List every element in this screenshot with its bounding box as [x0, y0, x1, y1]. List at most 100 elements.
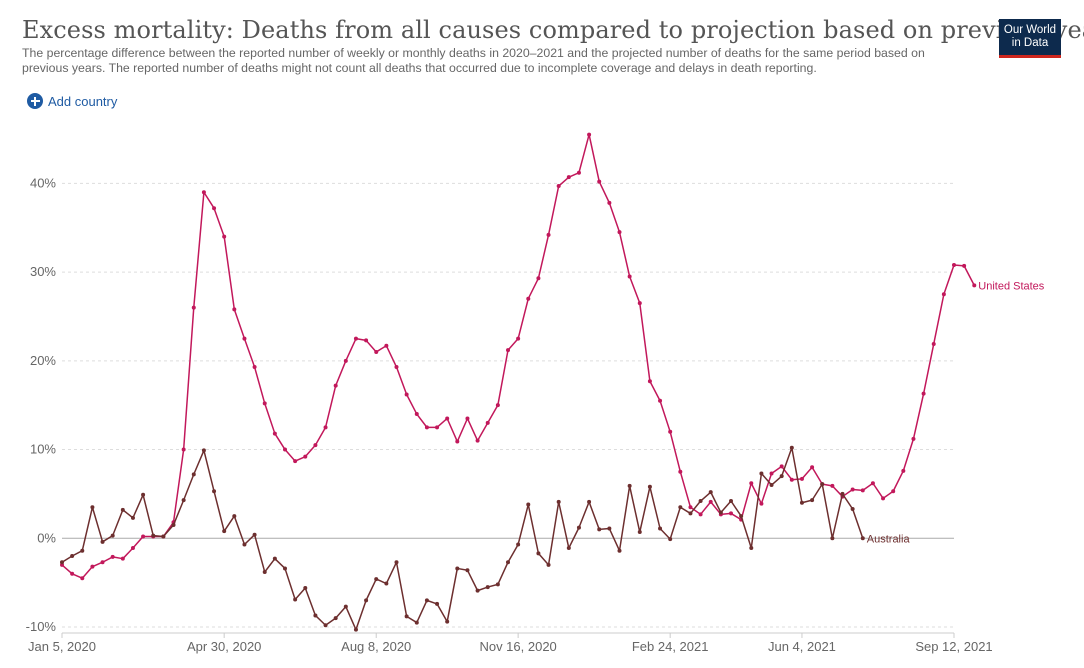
data-point-united-states[interactable] [597, 179, 602, 184]
data-point-australia[interactable] [475, 588, 480, 593]
data-point-united-states[interactable] [678, 469, 683, 474]
data-point-australia[interactable] [587, 499, 592, 504]
series-line-united-states[interactable] [61, 133, 975, 579]
data-point-australia[interactable] [556, 499, 561, 504]
data-point-united-states[interactable] [911, 436, 916, 441]
data-point-australia[interactable] [597, 527, 602, 532]
data-point-australia[interactable] [688, 511, 693, 516]
data-point-australia[interactable] [110, 533, 115, 538]
data-point-united-states[interactable] [80, 576, 85, 581]
data-point-united-states[interactable] [120, 556, 125, 561]
data-point-australia[interactable] [647, 484, 652, 489]
data-point-australia[interactable] [212, 489, 217, 494]
data-point-united-states[interactable] [810, 465, 815, 470]
data-point-australia[interactable] [860, 536, 865, 541]
data-point-australia[interactable] [80, 548, 85, 553]
data-point-australia[interactable] [455, 566, 460, 571]
data-point-united-states[interactable] [749, 481, 754, 486]
data-point-australia[interactable] [424, 598, 429, 603]
data-point-united-states[interactable] [658, 398, 663, 403]
data-point-australia[interactable] [495, 582, 500, 587]
data-point-united-states[interactable] [100, 560, 105, 565]
data-point-united-states[interactable] [272, 431, 277, 436]
data-point-united-states[interactable] [283, 447, 287, 452]
data-point-australia[interactable] [171, 522, 176, 527]
data-point-australia[interactable] [222, 529, 227, 534]
data-point-australia[interactable] [252, 532, 257, 537]
data-point-united-states[interactable] [637, 301, 642, 306]
data-point-united-states[interactable] [181, 447, 186, 452]
data-point-united-states[interactable] [313, 443, 318, 448]
data-point-australia[interactable] [353, 627, 358, 632]
data-point-australia[interactable] [313, 613, 318, 618]
data-point-australia[interactable] [830, 536, 835, 541]
data-point-australia[interactable] [546, 562, 551, 567]
data-point-australia[interactable] [435, 601, 440, 606]
data-point-united-states[interactable] [404, 392, 409, 397]
data-point-australia[interactable] [60, 560, 64, 565]
data-point-australia[interactable] [516, 542, 521, 547]
data-point-australia[interactable] [526, 502, 531, 507]
data-point-united-states[interactable] [617, 230, 622, 235]
data-point-australia[interactable] [90, 505, 95, 510]
data-point-united-states[interactable] [962, 263, 967, 268]
data-point-australia[interactable] [678, 505, 683, 510]
data-point-united-states[interactable] [465, 416, 470, 421]
data-point-australia[interactable] [100, 539, 105, 544]
data-point-united-states[interactable] [424, 425, 429, 430]
data-point-united-states[interactable] [495, 403, 500, 408]
data-point-australia[interactable] [293, 597, 298, 602]
data-point-australia[interactable] [485, 585, 490, 590]
data-point-united-states[interactable] [729, 511, 733, 516]
data-point-united-states[interactable] [830, 483, 835, 488]
data-point-united-states[interactable] [384, 343, 389, 348]
data-point-united-states[interactable] [110, 554, 115, 559]
series-label-australia[interactable]: Australia [867, 533, 911, 545]
data-point-united-states[interactable] [941, 292, 946, 297]
data-point-australia[interactable] [201, 448, 206, 453]
data-point-united-states[interactable] [343, 358, 348, 363]
data-point-united-states[interactable] [374, 349, 379, 354]
data-point-australia[interactable] [191, 472, 196, 477]
data-point-united-states[interactable] [70, 571, 75, 576]
data-point-australia[interactable] [566, 546, 571, 551]
data-point-australia[interactable] [70, 554, 75, 559]
data-point-united-states[interactable] [921, 391, 926, 396]
data-point-united-states[interactable] [952, 262, 956, 267]
data-point-australia[interactable] [232, 514, 237, 519]
series-label-united-states[interactable]: United States [978, 280, 1045, 292]
data-point-australia[interactable] [820, 482, 825, 487]
data-point-australia[interactable] [607, 526, 612, 531]
data-point-australia[interactable] [323, 623, 328, 628]
data-point-australia[interactable] [536, 551, 541, 556]
data-point-australia[interactable] [749, 546, 754, 551]
data-point-australia[interactable] [151, 533, 156, 538]
data-point-united-states[interactable] [779, 464, 784, 469]
data-point-united-states[interactable] [141, 534, 146, 539]
data-point-australia[interactable] [141, 492, 146, 497]
data-point-australia[interactable] [384, 581, 389, 586]
data-point-united-states[interactable] [708, 499, 713, 504]
data-point-australia[interactable] [130, 515, 135, 520]
data-point-australia[interactable] [120, 507, 125, 512]
data-point-united-states[interactable] [516, 336, 521, 341]
series-line-australia[interactable] [61, 447, 864, 631]
data-point-united-states[interactable] [769, 471, 774, 476]
data-point-australia[interactable] [769, 483, 774, 488]
data-point-united-states[interactable] [627, 274, 632, 279]
data-point-united-states[interactable] [526, 296, 531, 301]
data-point-united-states[interactable] [931, 341, 936, 346]
data-point-australia[interactable] [414, 620, 419, 625]
data-point-australia[interactable] [364, 598, 369, 603]
add-country-button[interactable]: Add country [27, 93, 117, 109]
data-point-united-states[interactable] [201, 190, 206, 195]
data-point-united-states[interactable] [485, 420, 490, 425]
data-point-united-states[interactable] [972, 283, 977, 288]
data-point-united-states[interactable] [576, 170, 581, 175]
owid-logo[interactable]: Our World in Data [999, 19, 1061, 58]
data-point-australia[interactable] [799, 500, 804, 505]
data-point-united-states[interactable] [232, 307, 237, 312]
data-point-united-states[interactable] [881, 496, 886, 501]
data-point-australia[interactable] [161, 534, 166, 539]
data-point-australia[interactable] [343, 604, 348, 609]
